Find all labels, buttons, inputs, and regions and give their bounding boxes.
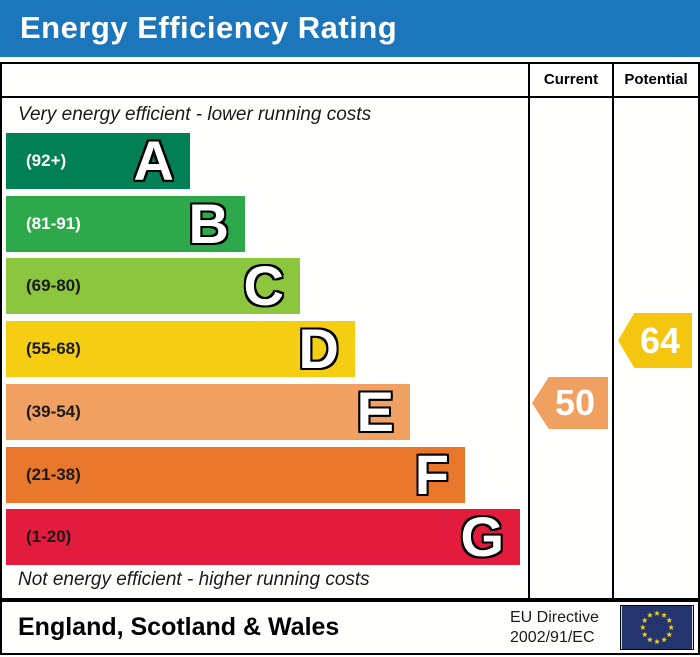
eu-directive-line2: 2002/91/EC — [510, 629, 595, 646]
band-row-a: (92+) A — [6, 133, 190, 189]
band-row-g: (1-20) G — [6, 509, 520, 565]
potential-rating-value: 64 — [639, 319, 681, 361]
eu-flag-icon — [620, 605, 694, 650]
bottom-note: Not energy efficient - higher running co… — [18, 569, 370, 590]
band-range: (81-91) — [26, 214, 81, 233]
band-range: (92+) — [26, 151, 67, 170]
potential-column-header: Potential — [624, 71, 688, 88]
band-range: (69-80) — [26, 276, 81, 295]
page-title: Energy Efficiency Rating — [20, 10, 398, 45]
band-letter: B — [188, 192, 229, 255]
band-letter: G — [460, 505, 504, 568]
band-letter: A — [133, 129, 174, 192]
top-note: Very energy efficient - lower running co… — [18, 104, 372, 125]
current-rating-value: 50 — [554, 382, 596, 423]
band-range: (55-68) — [26, 339, 81, 358]
band-letter: E — [356, 380, 394, 443]
band-range: (21-38) — [26, 465, 81, 484]
rating-table: Current Potential Very energy efficient … — [0, 62, 700, 600]
header-divider — [2, 96, 698, 98]
footer: England, Scotland & Wales EU Directive 2… — [0, 600, 700, 655]
band-row-c: (69-80) C — [6, 258, 300, 314]
band-letter: D — [298, 317, 339, 380]
band-letter: F — [414, 443, 449, 506]
eu-directive-line1: EU Directive — [510, 609, 599, 626]
potential-column-divider — [612, 64, 614, 598]
band-row-b: (81-91) B — [6, 196, 245, 252]
current-rating-arrow: 50 — [532, 377, 608, 429]
title-bar: Energy Efficiency Rating — [0, 0, 700, 57]
current-column-divider — [528, 64, 530, 598]
band-letter: C — [243, 254, 284, 317]
current-column-header: Current — [543, 71, 599, 88]
band-range: (39-54) — [26, 402, 81, 421]
band-range: (1-20) — [26, 527, 72, 546]
band-row-f: (21-38) F — [6, 447, 465, 503]
potential-rating-arrow: 64 — [618, 313, 692, 368]
region-label: England, Scotland & Wales — [18, 613, 340, 641]
band-row-d: (55-68) D — [6, 321, 355, 377]
eu-directive-label: EU Directive 2002/91/EC — [510, 608, 610, 648]
band-row-e: (39-54) E — [6, 384, 410, 440]
